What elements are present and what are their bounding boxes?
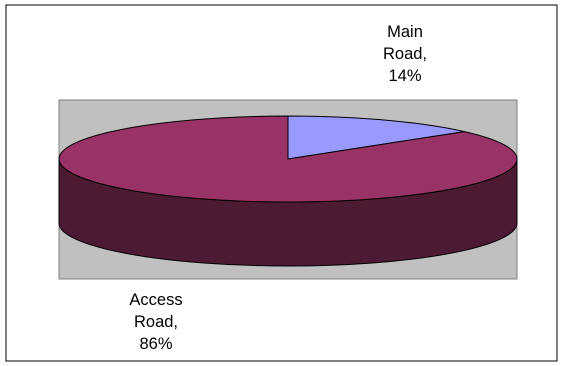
pie-slice-1 <box>58 115 518 203</box>
label-line: Road, <box>133 313 179 331</box>
label-line: 86% <box>139 335 173 353</box>
label-line: Access <box>129 291 183 309</box>
label-line: Road, <box>382 45 428 63</box>
slice-label-main-road: Main Road, 14% <box>369 21 441 87</box>
pie-group <box>58 115 518 267</box>
slice-label-access-road: Access Road, 86% <box>112 289 200 355</box>
pie-slice-0 <box>287 115 465 160</box>
label-line: 14% <box>388 67 422 85</box>
label-line: Main <box>387 23 423 41</box>
